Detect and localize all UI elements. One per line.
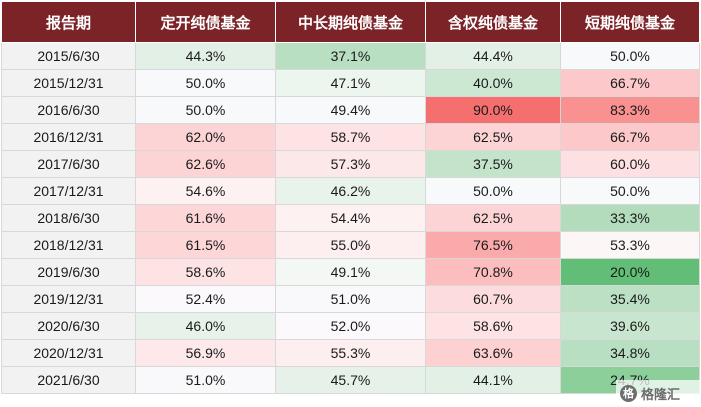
- value-cell: 51.0%: [275, 285, 426, 313]
- watermark: 格 格隆汇: [616, 380, 701, 407]
- value-cell: 62.5%: [425, 123, 561, 151]
- value-cell: 45.7%: [275, 366, 426, 394]
- table-row: 2017/12/31 54.6% 46.2% 50.0% 50.0%: [1, 177, 700, 205]
- header-report-period: 报告期: [1, 1, 136, 43]
- value-cell: 58.7%: [275, 123, 426, 151]
- value-cell: 20.0%: [560, 258, 700, 286]
- header-row: 报告期 定开纯债基金 中长期纯债基金 含权纯债基金 短期纯债基金: [1, 1, 700, 43]
- value-cell: 47.1%: [275, 69, 426, 97]
- value-cell: 62.0%: [135, 123, 276, 151]
- value-cell: 58.6%: [425, 312, 561, 340]
- fund-table: 报告期 定开纯债基金 中长期纯债基金 含权纯债基金 短期纯债基金 2015/6/…: [1, 1, 700, 394]
- row-date: 2015/12/31: [1, 69, 136, 97]
- value-cell: 61.6%: [135, 204, 276, 232]
- row-date: 2016/12/31: [1, 123, 136, 151]
- row-date: 2020/12/31: [1, 339, 136, 367]
- value-cell: 50.0%: [135, 69, 276, 97]
- value-cell: 53.3%: [560, 231, 700, 259]
- value-cell: 60.0%: [560, 150, 700, 178]
- value-cell: 83.3%: [560, 96, 700, 124]
- value-cell: 55.0%: [275, 231, 426, 259]
- value-cell: 44.1%: [425, 366, 561, 394]
- value-cell: 50.0%: [560, 42, 700, 70]
- table-row: 2015/12/31 50.0% 47.1% 40.0% 66.7%: [1, 69, 700, 97]
- table-row: 2015/6/30 44.3% 37.1% 44.4% 50.0%: [1, 42, 700, 70]
- value-cell: 35.4%: [560, 285, 700, 313]
- table-row: 2020/6/30 46.0% 52.0% 58.6% 39.6%: [1, 312, 700, 340]
- row-date: 2016/6/30: [1, 96, 136, 124]
- value-cell: 37.5%: [425, 150, 561, 178]
- value-cell: 58.6%: [135, 258, 276, 286]
- value-cell: 62.6%: [135, 150, 276, 178]
- value-cell: 51.0%: [135, 366, 276, 394]
- value-cell: 46.0%: [135, 312, 276, 340]
- row-date: 2015/6/30: [1, 42, 136, 70]
- value-cell: 52.4%: [135, 285, 276, 313]
- value-cell: 37.1%: [275, 42, 426, 70]
- value-cell: 40.0%: [425, 69, 561, 97]
- table-row: 2016/6/30 50.0% 49.4% 90.0% 83.3%: [1, 96, 700, 124]
- value-cell: 60.7%: [425, 285, 561, 313]
- table-row: 2018/6/30 61.6% 54.4% 62.5% 33.3%: [1, 204, 700, 232]
- value-cell: 52.0%: [275, 312, 426, 340]
- row-date: 2017/6/30: [1, 150, 136, 178]
- table-row: 2018/12/31 61.5% 55.0% 76.5% 53.3%: [1, 231, 700, 259]
- row-date: 2017/12/31: [1, 177, 136, 205]
- table-row: 2019/6/30 58.6% 49.1% 70.8% 20.0%: [1, 258, 700, 286]
- value-cell: 63.6%: [425, 339, 561, 367]
- value-cell: 57.3%: [275, 150, 426, 178]
- value-cell: 39.6%: [560, 312, 700, 340]
- value-cell: 56.9%: [135, 339, 276, 367]
- row-date: 2018/6/30: [1, 204, 136, 232]
- table-row: 2019/12/31 52.4% 51.0% 60.7% 35.4%: [1, 285, 700, 313]
- value-cell: 49.1%: [275, 258, 426, 286]
- header-short-term: 短期纯债基金: [560, 1, 700, 43]
- table-row: 2017/6/30 62.6% 57.3% 37.5% 60.0%: [1, 150, 700, 178]
- value-cell: 50.0%: [135, 96, 276, 124]
- value-cell: 54.6%: [135, 177, 276, 205]
- header-mid-long: 中长期纯债基金: [275, 1, 426, 43]
- header-fixed-open: 定开纯债基金: [135, 1, 276, 43]
- value-cell: 62.5%: [425, 204, 561, 232]
- table-row: 2016/12/31 62.0% 58.7% 62.5% 66.7%: [1, 123, 700, 151]
- value-cell: 34.8%: [560, 339, 700, 367]
- value-cell: 76.5%: [425, 231, 561, 259]
- value-cell: 61.5%: [135, 231, 276, 259]
- value-cell: 49.4%: [275, 96, 426, 124]
- value-cell: 66.7%: [560, 69, 700, 97]
- value-cell: 46.2%: [275, 177, 426, 205]
- value-cell: 50.0%: [560, 177, 700, 205]
- row-date: 2021/6/30: [1, 366, 136, 394]
- row-date: 2018/12/31: [1, 231, 136, 259]
- value-cell: 66.7%: [560, 123, 700, 151]
- row-date: 2020/6/30: [1, 312, 136, 340]
- logo-icon: 格: [620, 385, 637, 402]
- row-date: 2019/12/31: [1, 285, 136, 313]
- header-equity-included: 含权纯债基金: [425, 1, 561, 43]
- value-cell: 70.8%: [425, 258, 561, 286]
- value-cell: 90.0%: [425, 96, 561, 124]
- value-cell: 50.0%: [425, 177, 561, 205]
- value-cell: 44.3%: [135, 42, 276, 70]
- value-cell: 44.4%: [425, 42, 561, 70]
- watermark-text: 格隆汇: [641, 388, 681, 403]
- table-row: 2020/12/31 56.9% 55.3% 63.6% 34.8%: [1, 339, 700, 367]
- value-cell: 54.4%: [275, 204, 426, 232]
- value-cell: 33.3%: [560, 204, 700, 232]
- value-cell: 55.3%: [275, 339, 426, 367]
- row-date: 2019/6/30: [1, 258, 136, 286]
